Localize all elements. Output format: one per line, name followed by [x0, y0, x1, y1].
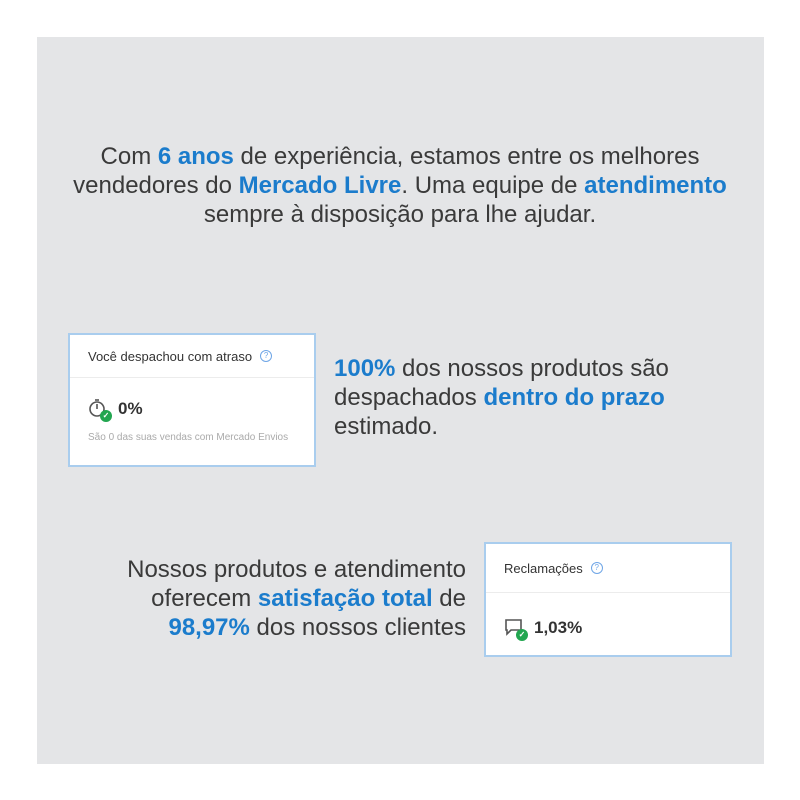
text-segment: . Uma equipe de: [401, 172, 585, 199]
card-title: Reclamações: [504, 560, 583, 576]
claims-card: Reclamações ? ✓ 1,03%: [484, 542, 732, 657]
text-segment: Nossos produtos e atendimento oferecem: [127, 556, 466, 612]
highlight-text: 98,97%: [168, 614, 250, 641]
claims-value: 1,03%: [534, 618, 583, 637]
satisfaction-text: Nossos produtos e atendimento oferecem s…: [70, 555, 466, 642]
card-note: São 0 das suas vendas com Mercado Envios: [88, 432, 289, 443]
highlight-text: satisfação total: [257, 585, 433, 612]
card-title: Você despachou com atraso: [88, 348, 253, 364]
highlight-text: atendimento: [584, 172, 727, 199]
stopwatch-check-icon: ✓: [88, 398, 112, 422]
text-segment: Com: [100, 143, 158, 170]
highlight-text: 100%: [334, 355, 396, 382]
late-shipping-value: 0%: [118, 399, 143, 418]
help-icon[interactable]: ?: [260, 350, 273, 362]
text-segment: de experiência, estamos entre os melhore…: [73, 143, 700, 199]
text-segment: dos nossos produtos são despachados: [334, 355, 669, 411]
card-value-row: ✓ 1,03%: [486, 593, 730, 641]
highlight-text: 6 anos: [157, 143, 234, 170]
text-segment: dos nossos clientes: [249, 614, 466, 641]
text-segment: estimado.: [334, 413, 439, 440]
card-value-row: ✓ 0%: [70, 378, 314, 422]
late-shipping-card: Você despachou com atraso ? ✓ 0% São 0 d…: [68, 333, 316, 467]
help-icon[interactable]: ?: [590, 562, 603, 574]
text-segment: de: [432, 585, 466, 612]
text-segment: sempre à disposição para lhe ajudar.: [203, 201, 597, 228]
highlight-text: dentro do prazo: [483, 384, 665, 411]
chat-check-icon: ✓: [504, 617, 528, 641]
shipping-text: 100% dos nossos produtos são despachados…: [334, 354, 734, 441]
intro-text: Com 6 anos de experiência, estamos entre…: [60, 142, 740, 229]
card-header: Reclamações ?: [486, 544, 730, 593]
card-header: Você despachou com atraso ?: [70, 335, 314, 378]
highlight-text: Mercado Livre: [238, 172, 402, 199]
